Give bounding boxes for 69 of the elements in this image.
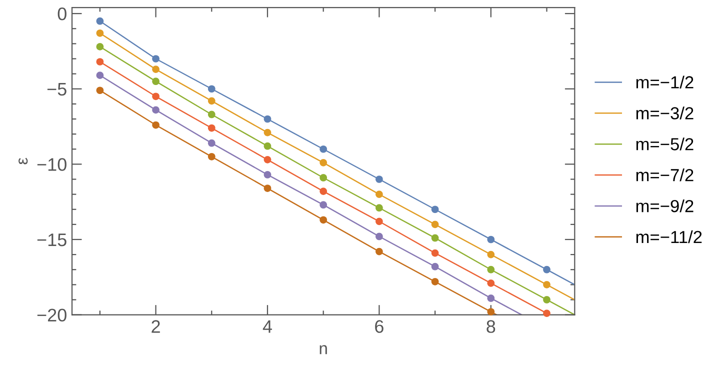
legend-label: m=−5/2 (636, 138, 694, 150)
y-tick-label: −20 (37, 308, 66, 322)
point (376, 248, 383, 256)
point (487, 279, 495, 287)
point (320, 188, 328, 195)
point (152, 78, 160, 86)
point (487, 308, 495, 316)
point (264, 115, 272, 123)
x-tick-label: 4 (262, 320, 272, 333)
point (431, 278, 439, 286)
legend-label: m=−9/2 (636, 199, 694, 212)
point (96, 86, 104, 94)
point (431, 249, 439, 257)
y-tick-label: 0 (58, 8, 66, 20)
point (208, 124, 216, 132)
x-tick-label: 6 (375, 320, 384, 333)
point (376, 218, 383, 226)
point (264, 184, 272, 192)
point (376, 204, 383, 212)
point (152, 92, 160, 100)
point (543, 281, 550, 288)
point (543, 266, 550, 274)
y-tick-label: −5 (47, 82, 66, 96)
point (152, 106, 160, 114)
legend-label: m=−3/2 (636, 106, 694, 120)
point (320, 159, 328, 166)
point (320, 145, 328, 153)
legend-label: m=−1/2 (636, 76, 694, 88)
legend-label: m=−7/2 (636, 168, 694, 182)
point (543, 310, 550, 317)
x-tick-label: 2 (152, 320, 160, 333)
point (152, 66, 160, 73)
point (264, 156, 272, 164)
x-axis-title: n (320, 345, 327, 354)
point (320, 216, 328, 224)
y-tick-label: −10 (37, 158, 66, 171)
point (208, 139, 216, 147)
point (431, 220, 439, 228)
point (320, 201, 328, 209)
point (96, 72, 104, 79)
point (208, 85, 216, 93)
point (376, 232, 383, 240)
point (431, 262, 439, 270)
point (208, 97, 216, 105)
point (96, 17, 104, 25)
point (264, 128, 272, 136)
point (208, 152, 216, 160)
point (264, 171, 272, 178)
point (208, 110, 216, 118)
point (487, 266, 495, 274)
point (152, 55, 160, 62)
y-axis-title: ε (18, 158, 28, 164)
point (96, 29, 104, 37)
point (376, 176, 383, 183)
point (487, 250, 495, 258)
point (543, 296, 550, 304)
point (96, 43, 104, 50)
point (487, 294, 495, 302)
point (264, 142, 272, 150)
x-tick-label: 8 (486, 320, 496, 333)
point (96, 58, 104, 66)
point (320, 174, 328, 182)
point (487, 236, 495, 244)
point (431, 206, 439, 214)
point (431, 234, 439, 242)
legend-label: m=−11/2 (636, 230, 702, 244)
point (152, 121, 160, 129)
y-tick-label: −15 (37, 234, 66, 246)
point (376, 190, 383, 198)
